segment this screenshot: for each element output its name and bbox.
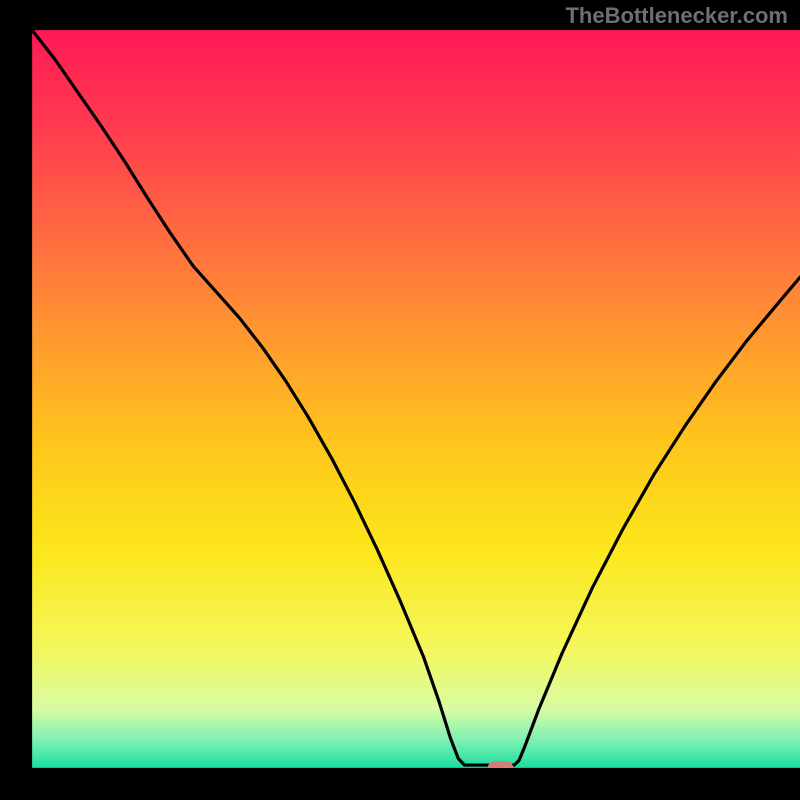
- bottleneck-curve: [32, 30, 800, 765]
- axis-frame-bottom: [0, 768, 800, 800]
- chart-stage: TheBottlenecker.com: [0, 0, 800, 800]
- chart-overlay-svg: [0, 0, 800, 800]
- watermark-text: TheBottlenecker.com: [565, 3, 788, 29]
- axis-frame-left: [0, 0, 32, 800]
